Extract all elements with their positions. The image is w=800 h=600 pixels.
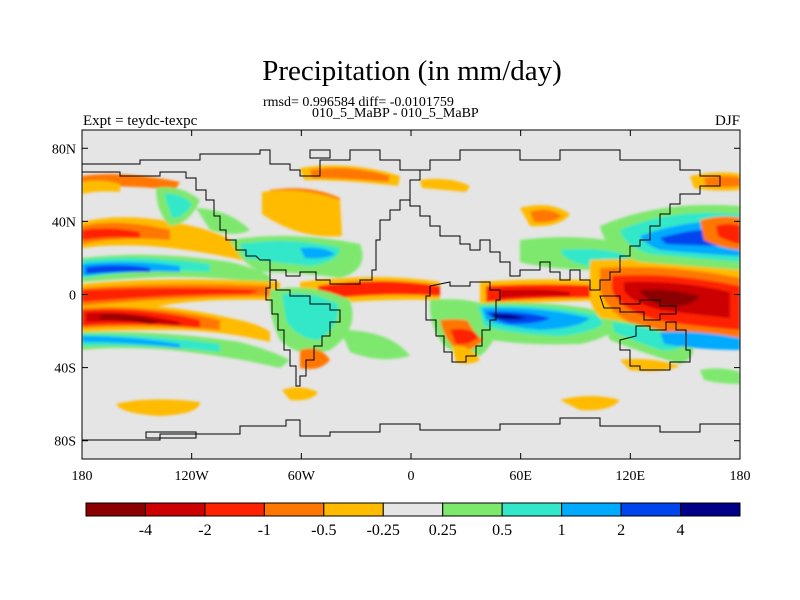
field-patch xyxy=(340,330,410,360)
y-tick-label: 40N xyxy=(52,215,76,230)
coastline xyxy=(82,149,421,285)
field-patch xyxy=(310,168,390,182)
field-patch xyxy=(100,314,160,324)
y-tick-label: 40S xyxy=(54,362,76,377)
coastline xyxy=(309,149,331,159)
colorbar-swatch xyxy=(323,502,384,517)
field-patch xyxy=(450,328,480,345)
colorbar: -4 -2 -1 -0.5 -0.25 0.25 0.5 1 2 4 xyxy=(85,502,741,539)
field-patch xyxy=(452,345,480,364)
field-patch xyxy=(164,193,192,218)
field-patch xyxy=(492,313,526,320)
x-tick-label: 0 xyxy=(408,469,415,484)
chart-title: Precipitation (in mm/day) xyxy=(262,55,562,87)
colorbar-label: 0.5 xyxy=(492,522,512,539)
colorbar-swatch xyxy=(85,502,146,517)
experiment-label: Expt = teydc-texpc xyxy=(83,113,198,129)
y-tick-label: 0 xyxy=(69,289,76,304)
coastline xyxy=(265,270,341,387)
field-patch xyxy=(282,293,339,340)
x-tick-label: 60E xyxy=(509,469,532,484)
colorbar-swatch xyxy=(680,502,741,517)
map-area xyxy=(82,130,740,459)
coastline xyxy=(409,149,721,291)
y-tick-label: 80S xyxy=(54,435,76,450)
colorbar-swatch xyxy=(263,502,325,517)
field-patch xyxy=(530,209,562,223)
colorbar-swatch xyxy=(561,502,622,517)
cases-subtitle: 010_5_MaBP - 010_5_MaBP xyxy=(312,106,479,121)
field-patch xyxy=(82,228,140,240)
field-patch xyxy=(116,399,200,416)
coastline xyxy=(599,295,677,321)
colorbar-label: -0.25 xyxy=(367,522,400,539)
field-patch xyxy=(560,396,620,411)
colorbar-label: 1 xyxy=(558,522,566,539)
colorbar-label: 4 xyxy=(677,522,685,539)
x-tick-label: 120W xyxy=(175,469,210,484)
coastlines xyxy=(82,149,740,441)
field-patch xyxy=(300,247,335,259)
colorbar-label: -4 xyxy=(139,522,152,539)
field-patch xyxy=(82,180,120,194)
field-patch xyxy=(300,348,330,369)
field-patch xyxy=(82,336,180,348)
stats-subtitle: rmsd= 0.996584 diff= -0.0101759 xyxy=(263,95,454,110)
field-patch xyxy=(640,289,700,307)
field-patch xyxy=(420,178,470,192)
colorbar-swatch xyxy=(204,502,265,517)
field-patch xyxy=(318,281,440,300)
colorbar-label: 2 xyxy=(617,522,625,539)
coastline xyxy=(619,321,691,371)
coastline xyxy=(145,431,197,439)
field-patch xyxy=(86,265,150,274)
colorbar-swatch xyxy=(501,502,563,517)
coastline xyxy=(82,417,740,441)
colorbar-swatch xyxy=(382,502,444,517)
x-axis: 180 120W 60W 0 60E 120E 180 xyxy=(72,130,751,484)
field-patch xyxy=(282,387,318,401)
colorbar-swatch xyxy=(620,502,682,517)
field-patch xyxy=(262,190,342,237)
colorbar-label: -1 xyxy=(258,522,271,539)
colorbar-label: -0.5 xyxy=(311,522,336,539)
coastline xyxy=(425,281,501,363)
field-patch xyxy=(620,358,680,372)
x-tick-label: 120E xyxy=(616,469,646,484)
field-patch xyxy=(660,331,740,350)
field-patch xyxy=(500,289,570,298)
y-tick-label: 80N xyxy=(52,142,76,157)
x-tick-label: 60W xyxy=(288,469,316,484)
x-tick-label: 180 xyxy=(730,469,751,484)
field-patch xyxy=(716,224,740,244)
season-label: DJF xyxy=(714,113,740,129)
y-axis: 80N 40N 0 40S 80S xyxy=(52,142,740,450)
x-tick-label: 180 xyxy=(72,469,93,484)
colorbar-swatch xyxy=(144,502,206,517)
colorbar-swatch xyxy=(442,502,503,517)
field-patch xyxy=(704,176,740,187)
colorbar-label: 0.25 xyxy=(429,522,457,539)
field-patch xyxy=(196,208,250,234)
field-patch xyxy=(82,288,260,302)
colorbar-label: -2 xyxy=(198,522,211,539)
field-patch xyxy=(700,368,740,384)
